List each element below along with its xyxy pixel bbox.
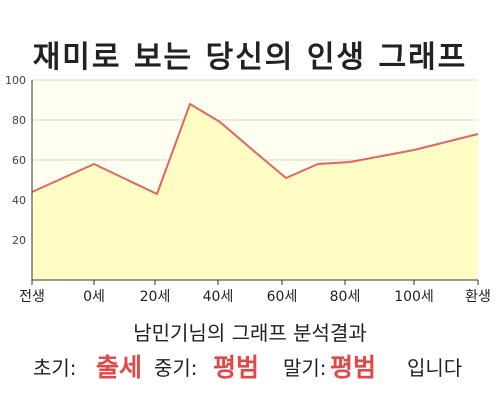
late-label: 말기: [283, 356, 327, 380]
y-tick-label: 40 [12, 194, 26, 207]
x-tick-label: 환생 [465, 289, 491, 305]
middle-label: 중기: [154, 356, 198, 380]
middle-value: 평범 [213, 353, 260, 382]
y-tick-label: 80 [12, 114, 26, 127]
x-tick-label: 0세 [83, 289, 105, 305]
chart-title: 재미로 보는 당신의 인생 그래프 [32, 40, 468, 75]
series-line [31, 103, 479, 195]
y-tick-label: 20 [12, 234, 26, 247]
x-tick-label: 100세 [394, 289, 434, 305]
x-tick-label: 60세 [267, 289, 298, 305]
x-tick-label: 20세 [140, 289, 171, 305]
result-ending: 입니다 [407, 356, 463, 380]
x-tick-label: 40세 [203, 289, 234, 305]
series-area [32, 104, 478, 280]
y-tick-label: 60 [12, 154, 26, 167]
early-value: 출세 [96, 353, 143, 382]
result-heading: 남민기님의 그래프 분석결과 [133, 321, 367, 345]
y-tick-label: 100 [5, 74, 26, 87]
life-graph-chart: 20 40 60 80 100 전생 0세 20세 40세 60세 80세 100세 환생 [5, 74, 491, 305]
late-value: 평범 [330, 353, 377, 382]
x-tick-label: 전생 [19, 289, 45, 305]
early-label: 초기: [33, 356, 77, 380]
result-summary: 초기: 출세 중기: 평범 말기: 평범 입니다 [0, 346, 500, 386]
x-tick-label: 80세 [330, 289, 361, 305]
